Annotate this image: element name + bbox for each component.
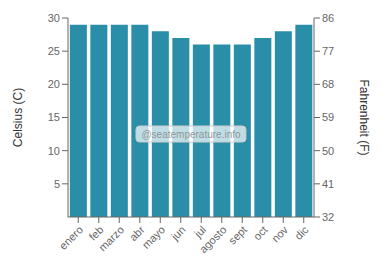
svg-text:nov: nov [269,223,290,244]
svg-text:20: 20 [48,78,60,90]
svg-text:77: 77 [322,45,334,57]
svg-text:41: 41 [322,178,334,190]
svg-text:mayo: mayo [140,223,168,251]
svg-text:59: 59 [322,111,334,123]
svg-text:5: 5 [54,178,60,190]
svg-text:Fahrenheit (F): Fahrenheit (F) [357,79,371,155]
svg-text:marzo: marzo [96,223,126,253]
svg-text:feb: feb [86,223,106,243]
html-text:@seatemperature.info: @seatemperature.info [141,128,241,140]
svg-text:25: 25 [48,45,60,57]
svg-text:abr: abr [127,223,147,244]
svg-text:dic: dic [292,223,311,242]
svg-text:10: 10 [48,145,60,157]
svg-text:jul: jul [191,223,209,240]
svg-text:enero: enero [57,223,85,251]
svg-text:15: 15 [48,111,60,123]
svg-text:agosto: agosto [197,223,229,255]
svg-text:50: 50 [322,145,334,157]
svg-text:86: 86 [322,12,334,24]
svg-text:30: 30 [48,12,60,24]
svg-text:68: 68 [322,78,334,90]
svg-text:jun: jun [168,223,188,243]
svg-text:32: 32 [322,211,334,223]
svg-text:Celsius (C): Celsius (C) [11,88,25,147]
svg-text:sept: sept [226,223,249,246]
svg-text:oct: oct [251,223,270,242]
